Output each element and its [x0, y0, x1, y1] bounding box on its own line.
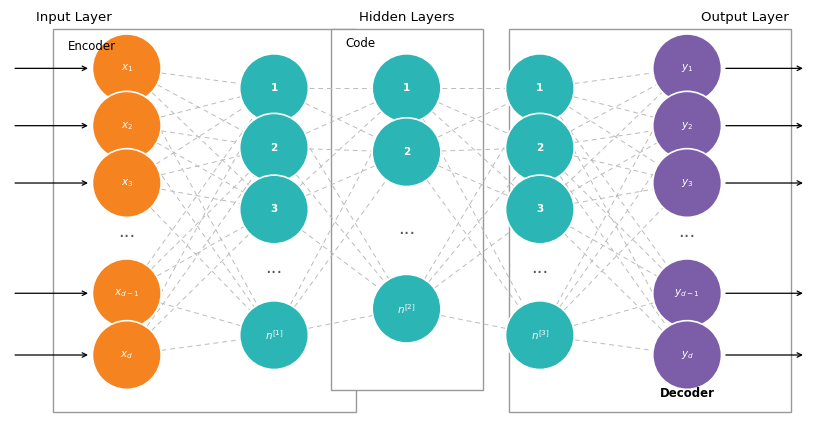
Text: Output Layer: Output Layer [700, 11, 789, 24]
Bar [509, 29, 791, 412]
Text: $n^{[2]}$: $n^{[2]}$ [398, 302, 416, 316]
Text: 2: 2 [271, 143, 277, 153]
Ellipse shape [653, 259, 721, 328]
Text: $y_3$: $y_3$ [681, 177, 694, 189]
Ellipse shape [506, 113, 574, 182]
Ellipse shape [653, 91, 721, 160]
Text: $y_{d-1}$: $y_{d-1}$ [674, 287, 700, 299]
Ellipse shape [372, 118, 441, 187]
Text: $x_3$: $x_3$ [120, 177, 133, 189]
Text: $y_1$: $y_1$ [681, 62, 694, 75]
Ellipse shape [653, 34, 721, 103]
Ellipse shape [240, 113, 308, 182]
Text: 3: 3 [271, 205, 277, 214]
Text: 1: 1 [537, 83, 543, 93]
Text: 3: 3 [537, 205, 543, 214]
Text: Input Layer: Input Layer [36, 11, 111, 24]
Ellipse shape [240, 54, 308, 123]
Text: $n^{[3]}$: $n^{[3]}$ [531, 328, 549, 342]
Text: $x_2$: $x_2$ [121, 120, 133, 131]
Text: 1: 1 [271, 83, 277, 93]
Ellipse shape [92, 91, 161, 160]
Text: ···: ··· [265, 265, 283, 282]
Ellipse shape [372, 274, 441, 343]
Text: Decoder: Decoder [659, 388, 715, 400]
Text: $x_1$: $x_1$ [120, 63, 133, 74]
Bar [53, 29, 356, 412]
Text: Encoder: Encoder [68, 40, 116, 52]
Text: $y_d$: $y_d$ [681, 349, 694, 361]
Text: Hidden Layers: Hidden Layers [359, 11, 454, 24]
Text: ···: ··· [678, 228, 696, 246]
Text: 2: 2 [537, 143, 543, 153]
Ellipse shape [506, 175, 574, 244]
Ellipse shape [240, 301, 308, 370]
Text: $x_{d-1}$: $x_{d-1}$ [114, 288, 140, 299]
Ellipse shape [372, 54, 441, 123]
Ellipse shape [240, 175, 308, 244]
Bar [331, 29, 483, 390]
Text: Code: Code [345, 37, 375, 50]
Ellipse shape [92, 259, 161, 328]
Text: $y_2$: $y_2$ [681, 120, 693, 132]
Text: $n^{[1]}$: $n^{[1]}$ [265, 328, 283, 342]
Ellipse shape [92, 149, 161, 217]
Ellipse shape [506, 301, 574, 370]
Text: 2: 2 [403, 147, 410, 157]
Text: 1: 1 [403, 83, 410, 93]
Text: ···: ··· [531, 265, 549, 282]
Ellipse shape [92, 34, 161, 103]
Ellipse shape [653, 149, 721, 217]
Text: ···: ··· [118, 228, 136, 246]
Ellipse shape [92, 321, 161, 389]
Text: ···: ··· [398, 225, 416, 243]
Ellipse shape [506, 54, 574, 123]
Text: $x_d$: $x_d$ [120, 349, 133, 361]
Ellipse shape [653, 321, 721, 389]
